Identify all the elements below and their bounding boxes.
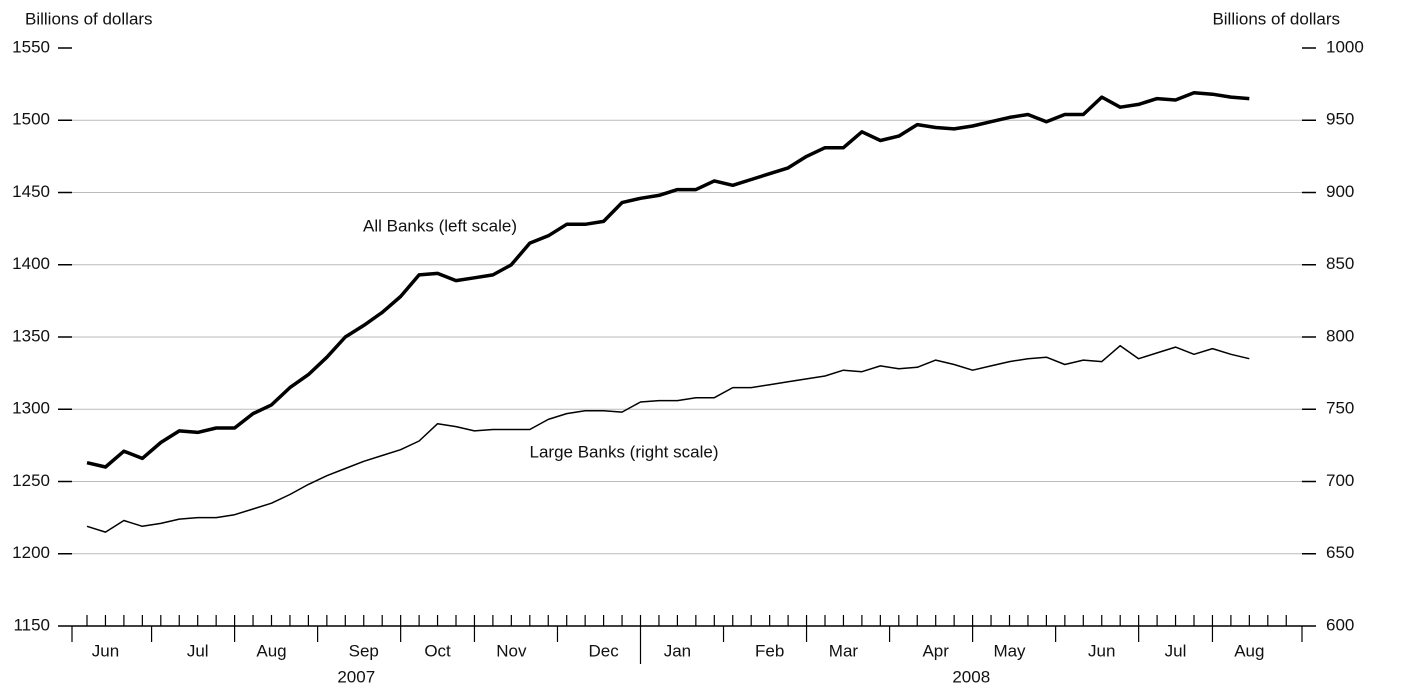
x-tick-label: Dec — [588, 641, 619, 660]
y2-axis-title: Billions of dollars — [1212, 9, 1340, 28]
y-axis-title: Billions of dollars — [25, 9, 153, 28]
x-tick-label: Jul — [187, 641, 209, 660]
y-tick-label: 1500 — [12, 110, 50, 129]
y-tick-label: 1250 — [12, 471, 50, 490]
y-tick-label: 1350 — [12, 326, 50, 345]
y2-tick-label: 1000 — [1326, 37, 1364, 56]
y2-tick-label: 800 — [1326, 326, 1354, 345]
y2-tick-label: 650 — [1326, 543, 1354, 562]
y-tick-label: 1150 — [13, 615, 50, 634]
x-tick-label: Mar — [829, 641, 859, 660]
y-tick-label: 1400 — [12, 254, 50, 273]
y2-tick-label: 600 — [1326, 615, 1354, 634]
y2-tick-label: 900 — [1326, 182, 1354, 201]
x-tick-label: Jan — [664, 641, 691, 660]
series-line — [86, 344, 1250, 533]
x-tick-label: Aug — [1234, 641, 1264, 660]
x-tick-label: Nov — [496, 641, 527, 660]
x-tick-label: Feb — [755, 641, 784, 660]
x-tick-label: Jul — [1165, 641, 1187, 660]
series-annotation: Large Banks (right scale) — [530, 442, 719, 461]
y-tick-label: 1550 — [12, 37, 50, 56]
x-tick-label: Sep — [349, 641, 379, 660]
series-annotation: All Banks (left scale) — [363, 216, 517, 235]
x-tick-label: Jun — [92, 641, 119, 660]
series-line — [86, 91, 1250, 469]
y2-tick-label: 850 — [1326, 254, 1354, 273]
x-tick-label: Oct — [424, 641, 451, 660]
y-tick-label: 1450 — [12, 182, 50, 201]
y-tick-label: 1200 — [12, 543, 50, 562]
year-label: 2007 — [337, 667, 375, 686]
x-tick-label: Jun — [1088, 641, 1115, 660]
y2-tick-label: 950 — [1326, 110, 1354, 129]
x-tick-label: Apr — [922, 641, 949, 660]
y2-tick-label: 750 — [1326, 399, 1354, 418]
x-tick-label: May — [993, 641, 1026, 660]
x-tick-label: Aug — [256, 641, 286, 660]
year-label: 2008 — [952, 667, 990, 686]
y2-tick-label: 700 — [1326, 471, 1354, 490]
y-tick-label: 1300 — [12, 399, 50, 418]
